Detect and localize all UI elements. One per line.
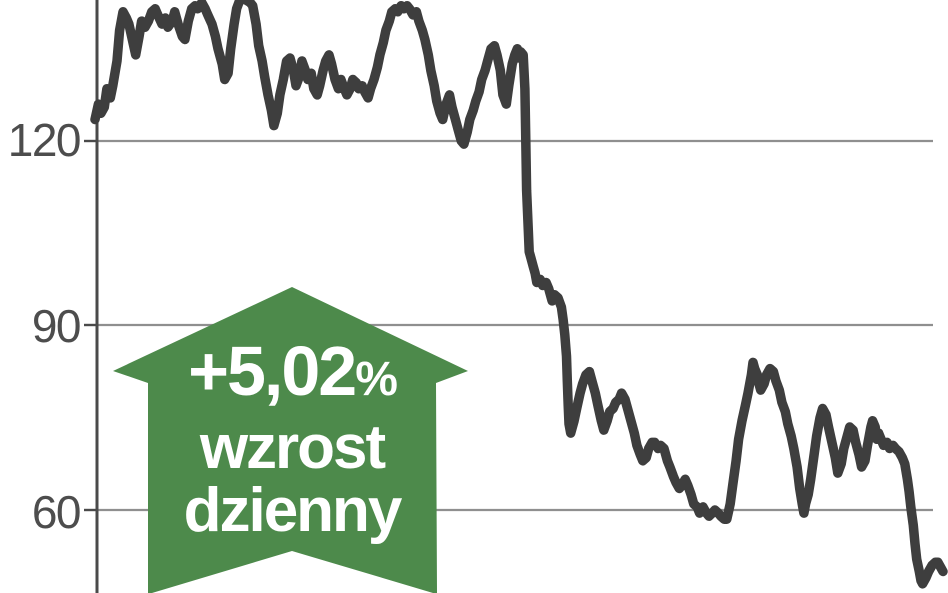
gain-annotation: +5,02% wzrost dzienny	[113, 287, 468, 593]
gain-percent-text: +5,02%	[188, 332, 397, 410]
gain-word1-text: wzrost	[199, 413, 386, 482]
gain-word2-text: dzienny	[184, 476, 403, 545]
y-axis	[84, 0, 99, 593]
y-label-60: 60	[32, 486, 80, 538]
up-arrow-shape	[113, 287, 468, 593]
y-axis-labels: 120 90 60	[8, 114, 82, 538]
price-line	[90, 0, 948, 589]
y-label-120: 120	[8, 114, 80, 166]
gain-annotation-text: +5,02% wzrost dzienny	[184, 332, 405, 545]
y-label-90: 90	[32, 300, 80, 352]
